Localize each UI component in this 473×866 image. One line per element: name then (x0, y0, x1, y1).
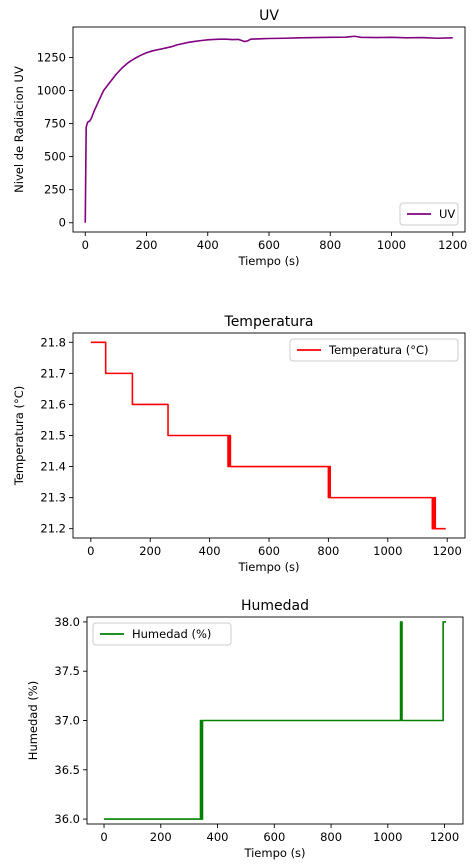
x-tick-label: 600 (258, 544, 280, 558)
series-line-1 (84, 35, 453, 223)
x-tick-label: 400 (207, 830, 229, 844)
x-tick-label: 0 (100, 830, 107, 844)
y-axis-label: Nivel de Radiacion UV (12, 66, 26, 193)
y-axis-label: Humedad (%) (26, 681, 40, 760)
x-tick-label: 1200 (430, 830, 459, 844)
y-tick-label: 250 (44, 183, 66, 197)
x-axis-label: Tiempo (s) (237, 254, 299, 268)
chart-title: UV (259, 8, 279, 24)
x-axis-label: Tiempo (s) (237, 560, 299, 574)
y-tick-label: 36.0 (54, 812, 80, 826)
legend: Humedad (%) (92, 622, 232, 646)
x-tick-label: 200 (139, 544, 161, 558)
x-tick-label: 800 (319, 238, 341, 252)
x-tick-label: 0 (82, 238, 89, 252)
y-tick-label: 0 (59, 216, 66, 230)
x-tick-label: 600 (258, 238, 280, 252)
x-tick-label: 1000 (373, 830, 402, 844)
y-tick-label: 500 (44, 150, 66, 164)
y-tick-label: 21.8 (40, 335, 66, 349)
y-tick-label: 21.3 (40, 491, 66, 505)
legend-label: UV (439, 207, 455, 221)
y-tick-label: 36.5 (54, 763, 80, 777)
y-tick-label: 21.4 (40, 460, 66, 474)
y-tick-label: 750 (44, 117, 66, 131)
x-tick-label: 600 (263, 830, 285, 844)
x-tick-label: 1000 (373, 544, 402, 558)
x-tick-label: 1000 (377, 238, 406, 252)
y-tick-label: 1250 (37, 50, 66, 64)
x-tick-label: 1200 (438, 238, 467, 252)
chart-1: UV 0 200 400 600 800 1000 1200 0 250 500 750 1000 125… (12, 8, 467, 268)
x-axis-label: Tiempo (s) (243, 846, 305, 860)
y-tick-label: 37.5 (54, 664, 80, 678)
legend: Temperatura (°C) (289, 338, 459, 362)
y-tick-label: 21.2 (40, 522, 66, 536)
chart-2: Temperatura 0 200 400 600 800 1000 1200 21.2 21.3… (12, 314, 466, 574)
x-tick-label: 400 (199, 544, 221, 558)
chart-title: Temperatura (224, 314, 314, 330)
legend-label: Temperatura (°C) (328, 343, 428, 357)
x-tick-label: 200 (150, 830, 172, 844)
x-tick-label: 800 (317, 544, 339, 558)
series-line-1 (104, 621, 446, 820)
plot-frame (72, 26, 466, 233)
y-tick-label: 1000 (37, 83, 66, 97)
y-tick-label: 21.7 (40, 366, 66, 380)
legend-box (92, 622, 232, 646)
y-tick-label: 38.0 (54, 615, 80, 629)
chart-title: Humedad (241, 598, 309, 614)
x-tick-label: 800 (320, 830, 342, 844)
legend-box (289, 338, 459, 362)
legend: UV (399, 202, 459, 226)
y-tick-label: 37.0 (54, 714, 80, 728)
x-tick-label: 400 (197, 238, 219, 252)
x-tick-label: 0 (87, 544, 94, 558)
chart-3: Humedad 0 200 400 600 800 1000 1200 36.0 36.5 37.0… (26, 598, 464, 860)
series-line-1 (90, 341, 446, 530)
y-tick-label: 21.5 (40, 429, 66, 443)
plot-frame (72, 332, 466, 539)
legend-label: Humedad (%) (132, 627, 211, 641)
y-axis-label: Temperatura (°C) (12, 386, 26, 486)
y-tick-label: 21.6 (40, 397, 66, 411)
x-tick-label: 1200 (433, 544, 462, 558)
x-tick-label: 200 (136, 238, 158, 252)
